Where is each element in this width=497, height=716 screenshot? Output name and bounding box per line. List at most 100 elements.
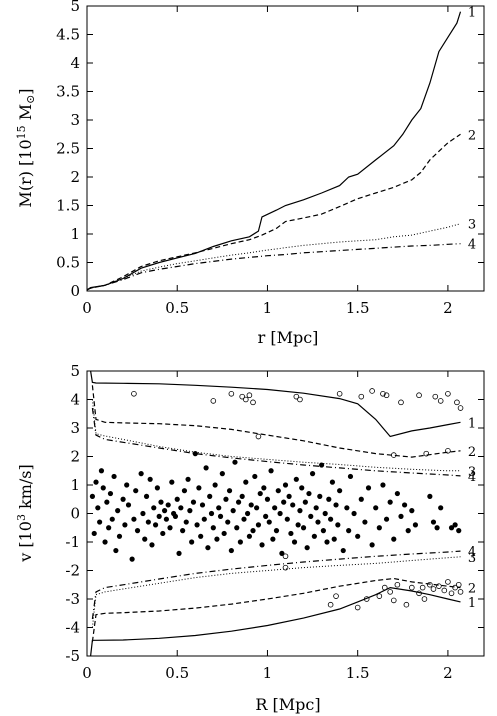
velocity-filled-point bbox=[235, 499, 242, 505]
velocity-open-point bbox=[416, 392, 422, 399]
velocity-filled-point bbox=[194, 522, 200, 528]
velocity-filled-point bbox=[309, 471, 316, 477]
velocity-series-label-1: 1 bbox=[468, 596, 476, 611]
velocity-filled-point bbox=[100, 485, 106, 491]
velocity-filled-point bbox=[286, 493, 292, 499]
velocity-filled-point bbox=[102, 539, 108, 545]
velocity-open-point bbox=[383, 392, 390, 399]
velocity-filled-point bbox=[456, 528, 462, 534]
velocity-filled-point bbox=[237, 539, 243, 545]
velocity-open-point bbox=[394, 581, 401, 588]
velocity-filled-point bbox=[225, 519, 231, 525]
velocity-filled-point bbox=[273, 528, 280, 534]
velocity-filled-point bbox=[293, 476, 299, 482]
velocity-filled-point bbox=[208, 510, 215, 517]
velocity-filled-point bbox=[362, 519, 368, 525]
velocity-filled-point bbox=[181, 488, 188, 494]
velocity-filled-point bbox=[365, 485, 372, 491]
velocity-filled-point bbox=[394, 490, 400, 497]
velocity-y-tick-label: 1 bbox=[70, 476, 80, 494]
velocity-open-point bbox=[210, 398, 217, 404]
velocity-filled-point bbox=[315, 519, 321, 525]
velocity-open-point bbox=[455, 581, 462, 588]
velocity-filled-point bbox=[300, 525, 307, 531]
velocity-filled-point bbox=[174, 496, 180, 502]
velocity-filled-point bbox=[140, 510, 146, 517]
velocity-filled-point bbox=[156, 513, 162, 519]
velocity-x-tick-label: 0.5 bbox=[165, 664, 189, 682]
velocity-open-point bbox=[454, 399, 460, 406]
velocity-filled-point bbox=[160, 530, 166, 537]
mass-x-tick-label: 0.5 bbox=[165, 299, 189, 317]
velocity-filled-point bbox=[434, 525, 440, 531]
velocity-y-tick-label: 3 bbox=[70, 419, 80, 437]
velocity-filled-point bbox=[380, 482, 386, 488]
velocity-filled-point bbox=[163, 516, 169, 522]
velocity-x-tick-label: 0 bbox=[82, 664, 92, 682]
velocity-filled-point bbox=[125, 502, 132, 508]
velocity-filled-point bbox=[373, 505, 379, 511]
velocity-filled-point bbox=[145, 519, 151, 525]
velocity-series-label-2: 2 bbox=[468, 445, 476, 460]
velocity-open-point bbox=[282, 553, 289, 560]
mass-plot-frame bbox=[86, 5, 485, 292]
mass-y-axis-label: M(r) [1015 M⊙] bbox=[15, 88, 37, 207]
velocity-x-tick-label: 2 bbox=[443, 664, 453, 682]
velocity-filled-point bbox=[107, 490, 114, 497]
velocity-open-point bbox=[250, 399, 256, 406]
velocity-open-point bbox=[390, 452, 397, 458]
mass-y-tick-label: 3 bbox=[70, 111, 80, 129]
velocity-open-point bbox=[369, 388, 375, 394]
velocity-filled-point bbox=[252, 473, 258, 480]
velocity-y-tick-label: 4 bbox=[70, 391, 80, 409]
velocity-filled-point bbox=[203, 465, 209, 471]
mass-y-tick-label: 4 bbox=[70, 54, 80, 72]
velocity-filled-point bbox=[320, 528, 326, 534]
mass-x-axis-label: r [Mpc] bbox=[258, 328, 319, 347]
velocity-filled-point bbox=[409, 508, 415, 514]
velocity-filled-point bbox=[201, 516, 207, 522]
velocity-y-tick-label: 5 bbox=[70, 362, 80, 380]
velocity-filled-point bbox=[391, 536, 397, 542]
mass-y-tick-label: 1 bbox=[70, 225, 80, 243]
velocity-filled-point bbox=[104, 499, 110, 505]
mass-x-tick-label: 2 bbox=[443, 299, 453, 317]
velocity-filled-point bbox=[268, 468, 274, 474]
velocity-open-point bbox=[457, 589, 464, 595]
velocity-y-axis-label: v [103 km/s] bbox=[15, 464, 35, 563]
mass-series-label-3: 3 bbox=[468, 218, 476, 233]
velocity-open-point bbox=[416, 590, 422, 597]
velocity-filled-point bbox=[109, 516, 115, 522]
velocity-series-line-3 bbox=[91, 399, 461, 472]
velocity-open-point bbox=[409, 584, 415, 591]
velocity-filled-point bbox=[383, 516, 390, 522]
velocity-filled-point bbox=[302, 499, 308, 505]
velocity-filled-point bbox=[230, 508, 236, 514]
velocity-open-point bbox=[430, 586, 437, 592]
velocity-open-point bbox=[246, 392, 253, 399]
velocity-open-point bbox=[387, 589, 393, 595]
velocity-open-point bbox=[437, 398, 444, 404]
mass-y-tick-label: 4.5 bbox=[56, 26, 80, 44]
velocity-filled-point bbox=[133, 488, 139, 494]
velocity-filled-point bbox=[223, 496, 229, 502]
velocity-filled-point bbox=[91, 530, 97, 537]
velocity-filled-point bbox=[254, 505, 260, 511]
velocity-series-line-1 bbox=[90, 586, 461, 657]
velocity-filled-point bbox=[405, 528, 411, 534]
velocity-filled-point bbox=[248, 502, 254, 508]
velocity-filled-point bbox=[369, 542, 375, 548]
velocity-filled-point bbox=[115, 508, 121, 514]
velocity-filled-point bbox=[167, 525, 173, 531]
mass-profile-chart: 0 0.5 1 1.5 2 0 0.5 1 1.5 2 2.5 3 3.5 4 4.5 5 1 2 3 4 r [M… bbox=[15, 0, 485, 347]
velocity-filled-point bbox=[438, 505, 444, 511]
velocity-plot-frame bbox=[86, 370, 485, 657]
velocity-filled-point bbox=[192, 451, 198, 457]
mass-y-tick-label: 0 bbox=[70, 282, 80, 300]
velocity-filled-point bbox=[158, 499, 164, 505]
velocity-filled-point bbox=[239, 493, 245, 499]
velocity-filled-point bbox=[376, 525, 382, 531]
velocity-filled-point bbox=[299, 485, 305, 491]
velocity-filled-point bbox=[190, 499, 197, 505]
velocity-open-point bbox=[336, 390, 343, 397]
